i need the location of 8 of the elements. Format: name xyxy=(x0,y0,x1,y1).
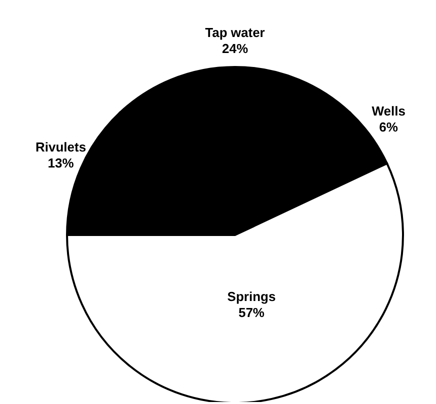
data-label: 57% xyxy=(238,304,265,320)
slice-label: Springs xyxy=(227,288,276,304)
data-label: 24% xyxy=(222,41,248,56)
data-label: 6% xyxy=(379,119,398,134)
slice-label: Wells xyxy=(372,103,406,118)
slice-label: Rivulets xyxy=(35,140,86,155)
data-label: 13% xyxy=(48,156,74,171)
slice-label: Tap water xyxy=(205,25,265,40)
